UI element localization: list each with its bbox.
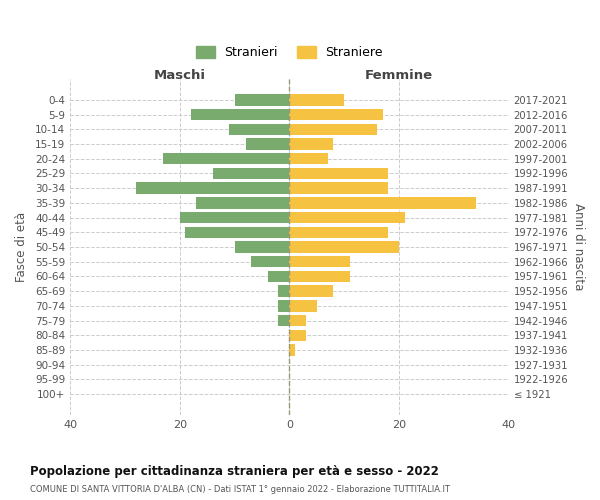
Bar <box>289 94 344 106</box>
Bar <box>289 241 399 252</box>
Bar <box>196 197 289 208</box>
Text: Femmine: Femmine <box>365 69 433 82</box>
Text: COMUNE DI SANTA VITTORIA D'ALBA (CN) - Dati ISTAT 1° gennaio 2022 - Elaborazione: COMUNE DI SANTA VITTORIA D'ALBA (CN) - D… <box>30 485 450 494</box>
Text: Maschi: Maschi <box>154 69 206 82</box>
Bar <box>289 138 334 149</box>
Y-axis label: Fasce di età: Fasce di età <box>15 212 28 282</box>
Legend: Stranieri, Straniere: Stranieri, Straniere <box>191 42 388 64</box>
Bar <box>289 256 350 268</box>
Bar <box>185 226 289 238</box>
Bar <box>278 315 289 326</box>
Bar <box>229 124 289 135</box>
Bar <box>289 300 317 312</box>
Bar <box>289 197 476 208</box>
Bar <box>289 226 388 238</box>
Bar <box>268 270 289 282</box>
Bar <box>289 270 350 282</box>
Text: Popolazione per cittadinanza straniera per età e sesso - 2022: Popolazione per cittadinanza straniera p… <box>30 465 439 478</box>
Bar <box>180 212 289 224</box>
Bar <box>235 241 289 252</box>
Bar <box>289 330 306 341</box>
Bar <box>289 182 388 194</box>
Y-axis label: Anni di nascita: Anni di nascita <box>572 204 585 290</box>
Bar <box>245 138 289 149</box>
Bar <box>289 124 377 135</box>
Bar <box>212 168 289 179</box>
Bar <box>289 168 388 179</box>
Bar <box>235 94 289 106</box>
Bar <box>289 153 328 164</box>
Bar <box>136 182 289 194</box>
Bar <box>251 256 289 268</box>
Bar <box>289 286 334 297</box>
Bar <box>163 153 289 164</box>
Bar <box>278 286 289 297</box>
Bar <box>289 109 383 120</box>
Bar <box>278 300 289 312</box>
Bar <box>289 212 404 224</box>
Bar <box>289 344 295 356</box>
Bar <box>289 315 306 326</box>
Bar <box>191 109 289 120</box>
